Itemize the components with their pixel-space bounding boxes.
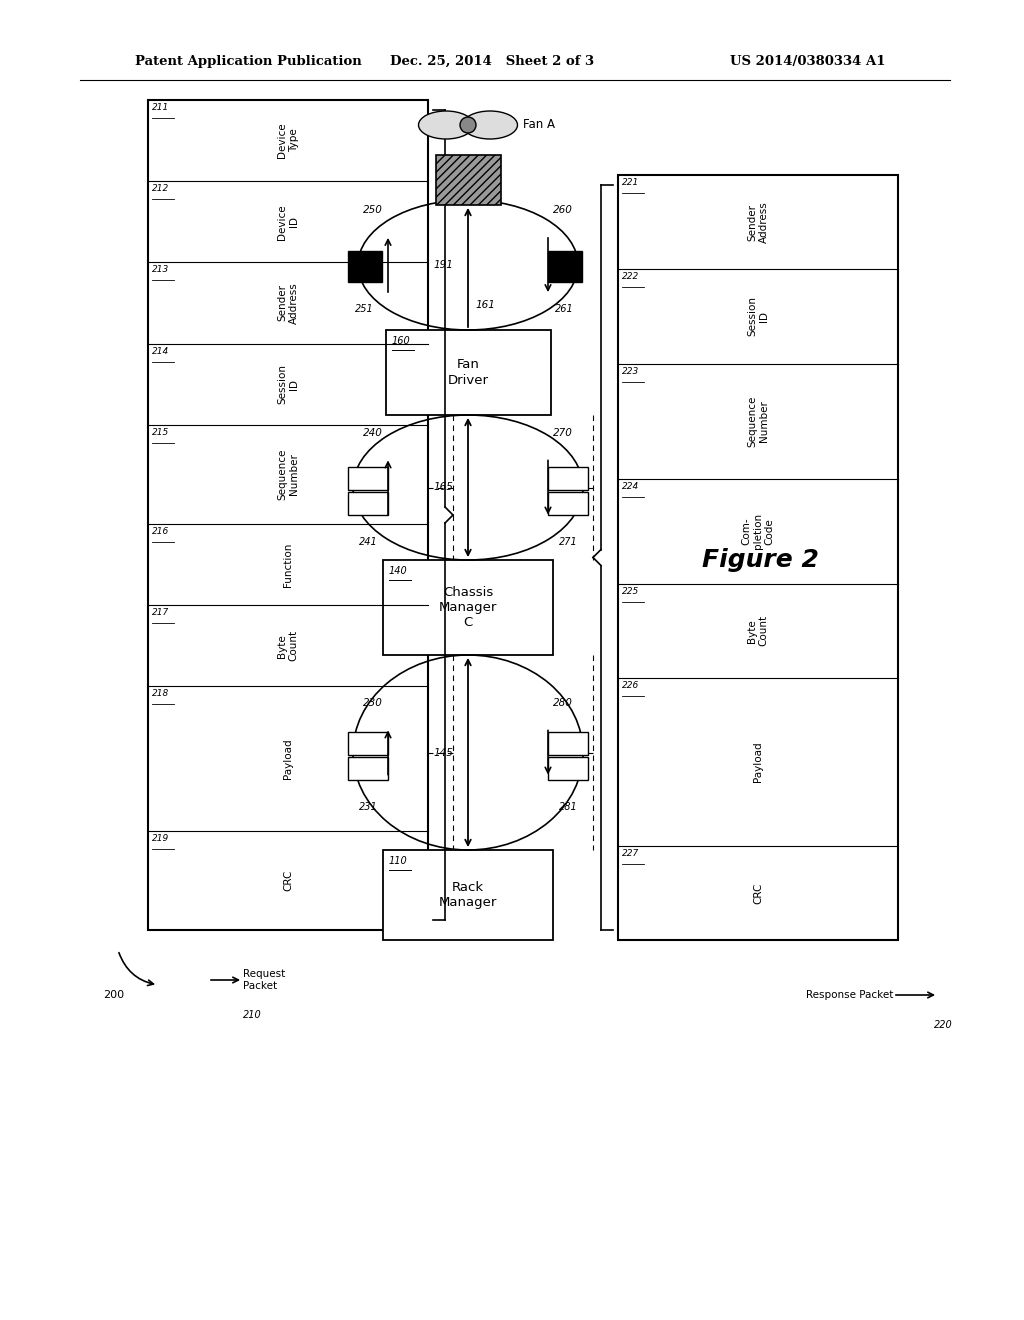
Bar bbox=[548, 733, 588, 755]
Text: 225: 225 bbox=[622, 586, 639, 595]
Ellipse shape bbox=[419, 111, 473, 139]
Text: 160: 160 bbox=[391, 337, 411, 346]
Text: Device
ID: Device ID bbox=[278, 205, 299, 240]
Text: US 2014/0380334 A1: US 2014/0380334 A1 bbox=[730, 55, 886, 69]
Text: Chassis
Manager
C: Chassis Manager C bbox=[439, 586, 498, 630]
Ellipse shape bbox=[463, 111, 517, 139]
Text: 241: 241 bbox=[358, 537, 378, 546]
Bar bbox=[348, 492, 388, 515]
Text: 231: 231 bbox=[358, 803, 378, 812]
Text: 260: 260 bbox=[553, 205, 572, 215]
Text: 140: 140 bbox=[389, 566, 408, 576]
Text: 210: 210 bbox=[243, 1010, 262, 1020]
Bar bbox=[148, 100, 428, 931]
Text: Session
ID: Session ID bbox=[278, 364, 299, 404]
Text: 191: 191 bbox=[433, 260, 453, 271]
Text: 213: 213 bbox=[152, 265, 169, 275]
Text: CRC: CRC bbox=[753, 882, 763, 903]
Text: 200: 200 bbox=[103, 990, 124, 1001]
Text: Fan A: Fan A bbox=[523, 119, 555, 132]
Text: 219: 219 bbox=[152, 834, 169, 842]
Bar bbox=[435, 154, 501, 205]
Text: Byte
Count: Byte Count bbox=[748, 615, 769, 647]
Text: Session
ID: Session ID bbox=[748, 297, 769, 337]
Text: 214: 214 bbox=[152, 347, 169, 355]
Ellipse shape bbox=[460, 117, 476, 133]
Bar bbox=[548, 251, 582, 281]
Text: 224: 224 bbox=[622, 482, 639, 491]
Text: Request
Packet: Request Packet bbox=[243, 969, 286, 991]
Text: 211: 211 bbox=[152, 103, 169, 112]
Text: 270: 270 bbox=[553, 428, 572, 437]
Bar bbox=[618, 176, 898, 940]
Text: 240: 240 bbox=[364, 428, 383, 437]
Text: 212: 212 bbox=[152, 185, 169, 193]
Text: 250: 250 bbox=[364, 205, 383, 215]
Bar bbox=[348, 733, 388, 755]
Text: 280: 280 bbox=[553, 697, 572, 708]
Text: 222: 222 bbox=[622, 272, 639, 281]
Bar bbox=[348, 251, 382, 281]
Bar bbox=[548, 492, 588, 515]
Text: Sender
Address: Sender Address bbox=[748, 201, 769, 243]
Bar bbox=[548, 756, 588, 780]
Text: 220: 220 bbox=[934, 1020, 952, 1030]
Text: 227: 227 bbox=[622, 849, 639, 858]
Text: 251: 251 bbox=[355, 304, 374, 314]
Text: 161: 161 bbox=[476, 300, 496, 310]
Text: Payload: Payload bbox=[753, 742, 763, 783]
Text: 223: 223 bbox=[622, 367, 639, 376]
Text: 221: 221 bbox=[622, 178, 639, 187]
Text: Payload: Payload bbox=[283, 738, 293, 779]
Bar bbox=[348, 756, 388, 780]
Text: 230: 230 bbox=[364, 697, 383, 708]
Bar bbox=[383, 850, 553, 940]
Text: 217: 217 bbox=[152, 609, 169, 618]
Text: Dec. 25, 2014   Sheet 2 of 3: Dec. 25, 2014 Sheet 2 of 3 bbox=[390, 55, 594, 69]
Text: CRC: CRC bbox=[283, 870, 293, 891]
Text: Byte
Count: Byte Count bbox=[278, 630, 299, 661]
Text: 215: 215 bbox=[152, 428, 169, 437]
Bar bbox=[385, 330, 551, 414]
Text: Function: Function bbox=[283, 543, 293, 587]
Text: 261: 261 bbox=[555, 304, 574, 314]
Text: Sequence
Number: Sequence Number bbox=[278, 449, 299, 500]
Text: Com-
pletion
Code: Com- pletion Code bbox=[741, 513, 774, 549]
Text: Fan
Driver: Fan Driver bbox=[447, 359, 488, 387]
Text: 271: 271 bbox=[559, 537, 578, 546]
Text: 226: 226 bbox=[622, 681, 639, 690]
Text: Figure 2: Figure 2 bbox=[701, 548, 818, 572]
Text: Device
Type: Device Type bbox=[278, 123, 299, 158]
Text: Patent Application Publication: Patent Application Publication bbox=[135, 55, 361, 69]
Text: 145: 145 bbox=[433, 747, 453, 758]
Text: Sequence
Number: Sequence Number bbox=[748, 396, 769, 447]
Bar bbox=[548, 467, 588, 490]
Text: Rack
Manager: Rack Manager bbox=[439, 880, 498, 909]
Text: Response Packet: Response Packet bbox=[806, 990, 893, 1001]
Bar bbox=[348, 467, 388, 490]
Text: 281: 281 bbox=[559, 803, 578, 812]
Text: 216: 216 bbox=[152, 527, 169, 536]
Text: 110: 110 bbox=[389, 855, 408, 866]
Text: 165: 165 bbox=[433, 483, 453, 492]
Text: Sender
Address: Sender Address bbox=[278, 282, 299, 323]
Bar bbox=[383, 560, 553, 655]
Text: 218: 218 bbox=[152, 689, 169, 698]
